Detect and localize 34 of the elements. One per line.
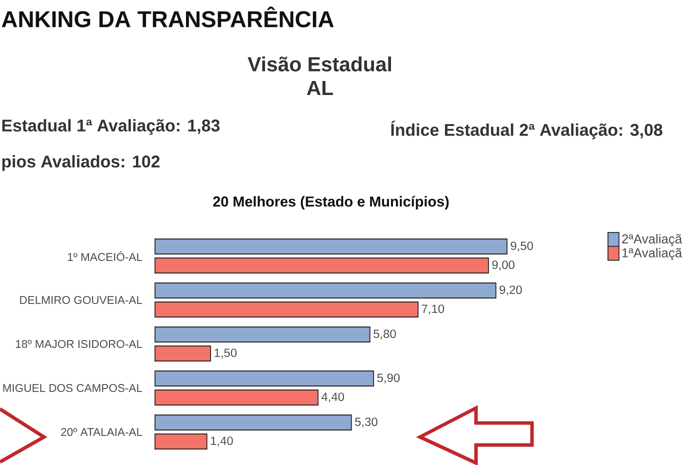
- data-label: 4,40: [322, 392, 344, 402]
- bar: [154, 282, 496, 298]
- data-label: 7,10: [422, 304, 444, 314]
- data-label: 5,80: [374, 330, 396, 340]
- bar: [154, 434, 208, 450]
- text: Índice Estadual 2ª Avaliação: 3,08: [391, 120, 662, 140]
- text: ANKING DA TRANSPARÊNCIA: [2, 6, 334, 28]
- y-tick-label: 20º ATALAIA-AL: [61, 428, 142, 436]
- data-label: 9,20: [500, 286, 522, 296]
- y-tick-label: DELMIRO GOUVEIA-AL: [20, 296, 142, 304]
- data-label: 9,50: [510, 242, 533, 252]
- bar: [154, 238, 508, 254]
- legend-label: 2ªAvaliaçã: [622, 234, 682, 246]
- bar: [154, 258, 489, 274]
- bar: [154, 414, 352, 430]
- y-tick-label: MIGUEL DOS CAMPOS-AL: [3, 384, 142, 392]
- legend-label: 1ªAvaliaçã: [622, 248, 682, 260]
- chart-title: 20 Melhores (Estado e Municípios): [213, 196, 449, 210]
- data-label: 1,40: [210, 436, 233, 446]
- data-label: 9,00: [492, 260, 514, 270]
- y-tick-label: 1º MACEIÓ-AL: [68, 251, 142, 261]
- text: Estadual 1ª Avaliação: 1,83: [2, 119, 220, 135]
- bar: [154, 346, 212, 362]
- data-label: 5,90: [377, 374, 400, 384]
- bar: [154, 370, 374, 386]
- y-tick-label: 18º MAJOR ISIDORO-AL: [16, 340, 142, 348]
- bar: [154, 326, 370, 342]
- text: pios Avaliados: 102: [2, 155, 160, 171]
- data-label: 5,30: [355, 418, 378, 428]
- text: AL: [306, 80, 333, 96]
- bar: [154, 302, 419, 318]
- text: Visão Estadual: [248, 56, 392, 72]
- data-label: 1,50: [214, 348, 237, 358]
- bar: [154, 390, 318, 406]
